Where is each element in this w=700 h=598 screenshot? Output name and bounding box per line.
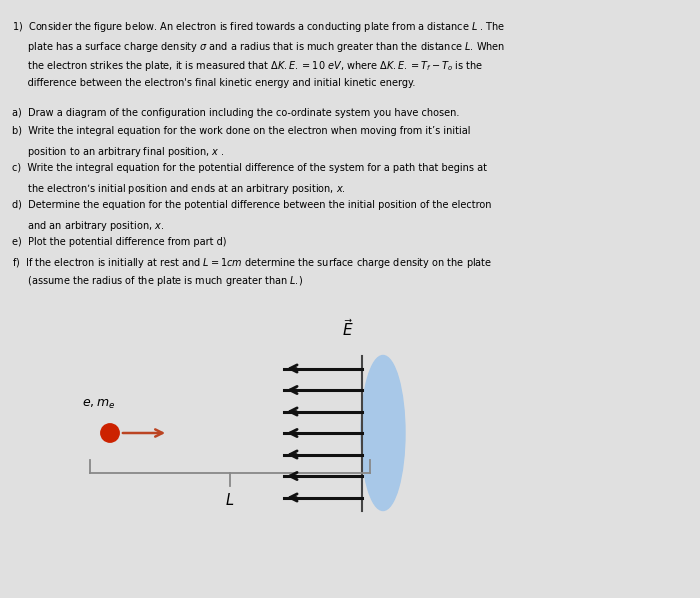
Text: position to an arbitrary final position, $x$ .: position to an arbitrary final position,… — [12, 145, 225, 159]
Text: (assume the radius of the plate is much greater than $L$.): (assume the radius of the plate is much … — [12, 274, 303, 288]
Text: the electron’s initial position and ends at an arbitrary position, $x$.: the electron’s initial position and ends… — [12, 182, 346, 196]
Circle shape — [101, 424, 119, 442]
Text: $e, m_e$: $e, m_e$ — [82, 398, 116, 411]
Text: d)  Determine the equation for the potential difference between the initial posi: d) Determine the equation for the potent… — [12, 200, 491, 210]
Text: plate has a surface charge density $\sigma$ and a radius that is much greater th: plate has a surface charge density $\sig… — [12, 39, 505, 53]
Text: $\vec{E}$: $\vec{E}$ — [342, 318, 354, 338]
Text: c)  Write the integral equation for the potential difference of the system for a: c) Write the integral equation for the p… — [12, 163, 487, 173]
Text: f)  If the electron is initially at rest and $L = 1cm$ determine the surface cha: f) If the electron is initially at rest … — [12, 256, 492, 270]
Text: the electron strikes the plate, it is measured that $\Delta K.E.= 10\ eV$, where: the electron strikes the plate, it is me… — [12, 59, 483, 73]
Text: and an arbitrary position, $x$.: and an arbitrary position, $x$. — [12, 219, 164, 233]
Text: b)  Write the integral equation for the work done on the electron when moving fr: b) Write the integral equation for the w… — [12, 127, 470, 136]
Text: 1)  Consider the figure below. An electron is fired towards a conducting plate f: 1) Consider the figure below. An electro… — [12, 20, 505, 34]
Text: $L$: $L$ — [225, 492, 234, 508]
Ellipse shape — [361, 355, 405, 511]
Text: e)  Plot the potential difference from part d): e) Plot the potential difference from pa… — [12, 237, 227, 248]
Text: difference between the electron's final kinetic energy and initial kinetic energ: difference between the electron's final … — [12, 78, 415, 89]
Text: a)  Draw a diagram of the configuration including the co-ordinate system you hav: a) Draw a diagram of the configuration i… — [12, 108, 459, 118]
